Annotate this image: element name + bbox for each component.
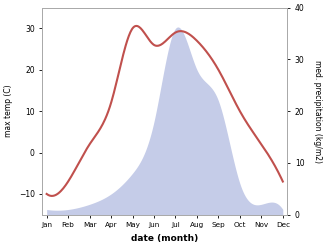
Y-axis label: max temp (C): max temp (C) — [4, 85, 13, 138]
Y-axis label: med. precipitation (kg/m2): med. precipitation (kg/m2) — [313, 60, 322, 163]
X-axis label: date (month): date (month) — [131, 234, 198, 243]
